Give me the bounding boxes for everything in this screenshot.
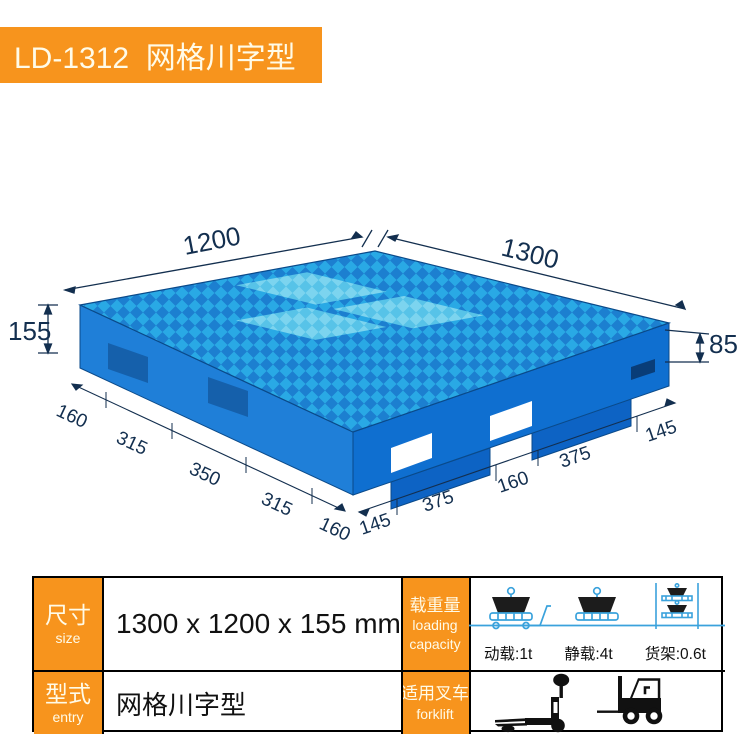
svg-text:155: 155 (8, 316, 51, 346)
svg-text:85: 85 (709, 329, 738, 359)
svg-text:160: 160 (53, 400, 91, 432)
svg-text:160: 160 (495, 468, 532, 498)
svg-text:315: 315 (258, 488, 296, 520)
svg-text:160: 160 (316, 513, 354, 545)
svg-text:1300: 1300 (499, 232, 562, 275)
svg-text:315: 315 (113, 427, 151, 459)
svg-text:145: 145 (643, 417, 680, 447)
svg-text:350: 350 (186, 458, 224, 490)
svg-text:1200: 1200 (180, 220, 243, 260)
